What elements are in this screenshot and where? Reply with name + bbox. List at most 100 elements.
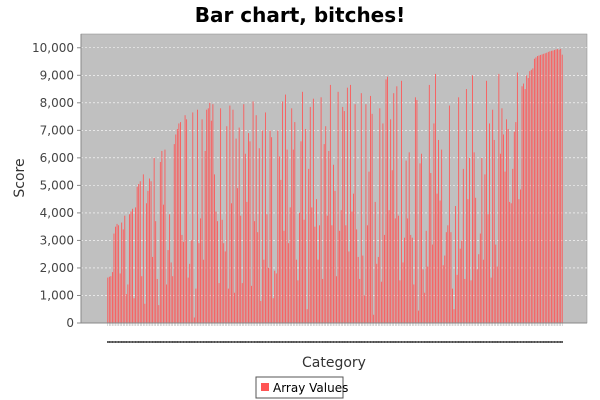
bar — [203, 259, 205, 323]
bar — [133, 298, 135, 323]
bar — [550, 50, 552, 323]
bar — [348, 251, 350, 323]
bar — [435, 73, 436, 323]
bar — [261, 130, 263, 323]
bar — [438, 139, 439, 323]
bar — [227, 288, 229, 323]
bar — [231, 203, 232, 323]
bar — [515, 122, 517, 323]
bar — [251, 285, 252, 323]
bar — [322, 278, 324, 323]
bar — [184, 115, 186, 323]
bar — [385, 79, 387, 323]
bar — [368, 171, 370, 323]
bar — [425, 230, 427, 323]
y-tick-label: 10,000 — [32, 41, 74, 55]
bar — [297, 280, 299, 323]
bar — [346, 87, 348, 323]
bar — [431, 244, 433, 323]
bar — [469, 157, 470, 323]
bar — [260, 300, 262, 323]
bar — [288, 243, 290, 323]
bar — [130, 211, 132, 323]
bar — [555, 49, 557, 323]
bar — [163, 204, 164, 323]
bar — [309, 106, 311, 323]
bar — [342, 106, 344, 323]
bar — [107, 277, 109, 323]
bar — [336, 276, 337, 323]
bar — [218, 283, 220, 323]
bar — [452, 288, 453, 323]
bar — [197, 109, 198, 323]
bar — [376, 263, 378, 323]
bar — [503, 134, 504, 323]
bar — [484, 174, 486, 323]
bar — [394, 218, 396, 323]
bar — [507, 128, 509, 323]
bar — [305, 128, 307, 323]
bar — [178, 123, 180, 323]
bar — [404, 237, 405, 323]
bar — [235, 138, 237, 323]
bar — [535, 57, 537, 324]
bar — [299, 212, 300, 323]
bar — [289, 207, 291, 323]
bar — [442, 265, 444, 323]
bar — [371, 113, 373, 323]
bar — [370, 95, 371, 324]
y-tick-label: 0 — [66, 316, 74, 330]
bar — [453, 309, 455, 323]
bar — [294, 122, 296, 323]
bar — [456, 274, 458, 323]
bar — [220, 108, 222, 323]
bar — [362, 255, 364, 323]
bar — [209, 102, 211, 323]
y-tick-label: 2,000 — [40, 261, 74, 275]
bar — [263, 259, 265, 323]
bar — [529, 71, 531, 323]
bar — [275, 273, 277, 323]
bar — [547, 51, 549, 323]
bar — [266, 214, 268, 323]
bar — [159, 161, 161, 323]
bar — [295, 259, 297, 323]
bar — [543, 53, 545, 323]
bar — [285, 94, 286, 323]
bar — [303, 219, 305, 323]
bar-series — [107, 48, 563, 324]
y-tick-label: 7,000 — [40, 123, 74, 137]
bar — [467, 199, 469, 323]
bar — [516, 72, 518, 323]
bar — [558, 49, 560, 323]
y-tick-label: 4,000 — [40, 206, 74, 220]
bar — [537, 56, 538, 324]
bar — [356, 229, 358, 323]
bar — [223, 243, 225, 323]
bar — [359, 278, 361, 323]
bar — [320, 97, 322, 323]
bar — [306, 309, 308, 323]
bar — [175, 134, 177, 323]
bar — [139, 181, 141, 323]
bar — [532, 68, 534, 324]
legend-label: Array Values — [273, 381, 348, 395]
bar — [238, 127, 240, 323]
bar — [326, 215, 328, 323]
bar — [142, 174, 144, 323]
bar — [357, 256, 359, 323]
bar — [291, 108, 293, 323]
bar — [167, 250, 169, 323]
bar — [269, 130, 271, 323]
bar — [229, 105, 231, 323]
bar — [135, 207, 137, 323]
bar — [164, 149, 166, 323]
bar — [243, 104, 245, 323]
bar — [393, 93, 395, 324]
bar — [447, 225, 449, 323]
bar — [436, 193, 438, 323]
bar — [490, 277, 492, 323]
bar — [192, 112, 194, 323]
bar — [513, 131, 515, 323]
bar — [292, 149, 294, 323]
